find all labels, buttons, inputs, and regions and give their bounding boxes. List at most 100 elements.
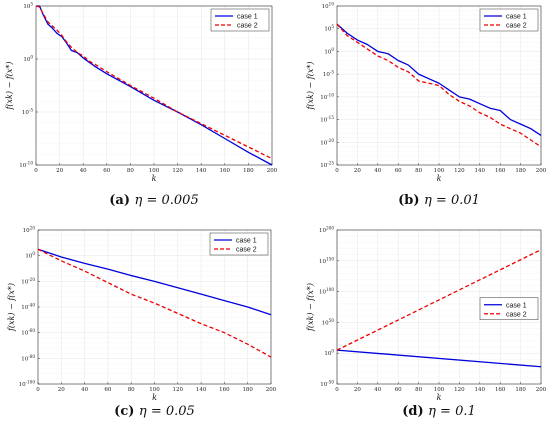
x-tick-label: 40 <box>80 168 87 174</box>
y-tick-label: 10-5 <box>323 70 334 79</box>
legend-box <box>210 8 270 32</box>
x-tick-label: 200 <box>267 168 278 174</box>
x-tick-label: 100 <box>149 168 160 174</box>
x-tick-label: 160 <box>495 168 506 174</box>
y-axis-label: f(xk) − f(x*) <box>306 61 315 110</box>
chart-panel-1: 0 20 40 60 80 100 120 140 160 180 200 10-10 10-5 100 1… <box>5 2 278 209</box>
x-tick-label: 20 <box>354 387 361 393</box>
legend-label-case-2: case 2 <box>506 23 527 30</box>
x-tick-label: 140 <box>475 387 486 393</box>
legend-box <box>479 8 539 32</box>
x-tick-label: 80 <box>128 387 135 393</box>
axes-box <box>37 229 272 385</box>
legend-box <box>209 232 269 256</box>
legend: case 1 case 2 <box>210 8 270 32</box>
x-tick-label: 140 <box>196 387 207 393</box>
y-tick-label: 10-25 <box>320 161 334 170</box>
y-tick-label: 10-5 <box>22 108 33 117</box>
y-tick-label: 1020 <box>23 226 36 235</box>
axes-box <box>336 229 542 385</box>
y-axis: 10-25 10-20 10-15 10-10 10-5 100 105 1010 <box>320 2 541 170</box>
x-tick-label: 60 <box>395 387 402 393</box>
y-tick-label: 10-10 <box>19 161 33 170</box>
x-tick-label: 80 <box>127 168 134 174</box>
x-tick-label: 160 <box>219 387 230 393</box>
y-tick-label: 10-40 <box>21 303 35 312</box>
x-tick-label: 120 <box>173 387 184 393</box>
y-tick-label: 105 <box>23 2 33 11</box>
legend: case 1 case 2 <box>479 297 539 321</box>
legend-label-case-2: case 2 <box>506 311 527 318</box>
y-tick-label: 1010 <box>322 2 335 11</box>
panel-caption: (a) η = 0.005 <box>109 193 198 208</box>
series-line-case-1 <box>336 349 542 368</box>
x-tick-label: 160 <box>220 168 231 174</box>
y-tick-label: 10200 <box>319 226 334 235</box>
legend-label-case-1: case 1 <box>506 302 527 309</box>
x-tick-label: 200 <box>536 387 547 393</box>
x-tick-label: 20 <box>354 168 361 174</box>
x-tick-label: 100 <box>434 387 445 393</box>
y-tick-label: 10-15 <box>320 115 334 124</box>
y-tick-label: 10-10 <box>320 92 334 101</box>
legend-label-case-1: case 1 <box>506 14 527 21</box>
legend-label-case-2: case 2 <box>236 247 257 254</box>
y-tick-label: 10-60 <box>21 328 35 337</box>
y-tick-label: 100 <box>324 47 334 56</box>
x-axis-label: k <box>437 174 442 183</box>
axes-box <box>35 5 273 166</box>
x-tick-label: 180 <box>242 387 253 393</box>
x-tick-label: 60 <box>395 168 402 174</box>
x-tick-label: 0 <box>34 168 38 174</box>
axes-box <box>336 5 542 166</box>
y-tick-label: 10150 <box>319 256 334 265</box>
series-line-case-2 <box>35 5 273 160</box>
x-axis-label: k <box>437 393 442 402</box>
series-line-case-2 <box>37 248 272 358</box>
x-tick-label: 120 <box>172 168 183 174</box>
y-axis-label: f(xk) − f(x*) <box>306 283 315 332</box>
y-axis-label: f(xk) − f(x*) <box>5 61 14 110</box>
x-tick-label: 40 <box>81 387 88 393</box>
x-tick-label: 180 <box>515 168 526 174</box>
x-tick-label: 40 <box>374 168 381 174</box>
panel-caption: (d) η = 0.1 <box>402 404 476 419</box>
legend: case 1 case 2 <box>479 8 539 32</box>
x-tick-label: 120 <box>454 168 465 174</box>
x-tick-label: 180 <box>515 387 526 393</box>
x-tick-label: 200 <box>266 387 277 393</box>
x-tick-label: 20 <box>56 168 63 174</box>
chart-panel-4: 0 20 40 60 80 100 120 140 160 180 200 10-50 100 1050 1… <box>306 226 547 420</box>
y-tick-label: 10-50 <box>320 380 334 389</box>
legend-label-case-2: case 2 <box>237 23 258 30</box>
x-tick-label: 140 <box>475 168 486 174</box>
y-tick-label: 10-20 <box>21 277 35 286</box>
x-tick-label: 180 <box>243 168 254 174</box>
y-tick-label: 100 <box>25 251 35 260</box>
x-tick-label: 20 <box>58 387 65 393</box>
x-tick-label: 0 <box>335 168 339 174</box>
panel-caption: (b) η = 0.01 <box>398 193 480 208</box>
x-tick-label: 160 <box>495 387 506 393</box>
legend-label-case-1: case 1 <box>236 238 257 245</box>
x-tick-label: 40 <box>374 387 381 393</box>
x-tick-label: 120 <box>454 387 465 393</box>
x-tick-label: 80 <box>415 168 422 174</box>
x-tick-label: 60 <box>104 387 111 393</box>
y-axis-label: f(xk) − f(x*) <box>7 283 16 332</box>
chart-panel-3: 0 20 40 60 80 100 120 140 160 180 200 10-100 10-80 10… <box>7 226 277 420</box>
x-tick-label: 0 <box>36 387 40 393</box>
y-tick-label: 10100 <box>319 287 334 296</box>
x-tick-label: 80 <box>415 387 422 393</box>
y-tick-label: 10-80 <box>21 354 35 363</box>
x-tick-label: 100 <box>434 168 445 174</box>
y-tick-label: 100 <box>324 349 334 358</box>
x-tick-label: 0 <box>335 387 339 393</box>
series-line-case-1 <box>336 23 542 137</box>
y-tick-label: 1050 <box>322 318 335 327</box>
x-tick-label: 100 <box>149 387 160 393</box>
x-axis-label: k <box>152 174 157 183</box>
legend-box <box>479 297 539 321</box>
x-axis: 0 20 40 60 80 100 120 140 160 180 200 <box>335 6 547 174</box>
